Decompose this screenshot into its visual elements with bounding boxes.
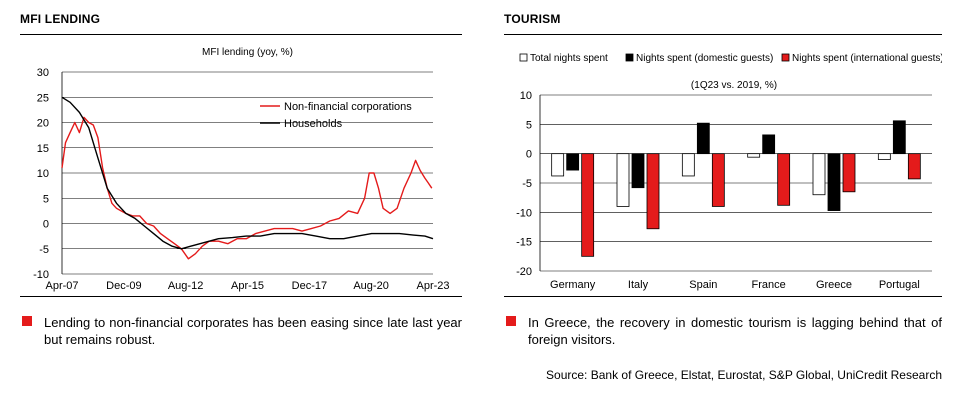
bar-italy-international	[646, 153, 660, 230]
bar-spain-international	[711, 153, 725, 207]
x-tick-label: Germany	[550, 279, 596, 291]
source-note: Source: Bank of Greece, Elstat, Eurostat…	[546, 368, 942, 382]
legend-swatch	[625, 53, 634, 62]
mfi-lending-note-text: Lending to non-financial corporates has …	[44, 315, 462, 347]
mfi-lending-note: Lending to non-financial corporates has …	[22, 314, 462, 354]
left-title-rule	[20, 34, 462, 35]
y-tick-label: -5	[522, 178, 532, 190]
bar-spain-domestic	[696, 122, 710, 155]
right-title-rule	[504, 34, 942, 35]
y-tick-label: -10	[33, 269, 49, 281]
x-tick-label: Dec-17	[292, 280, 327, 292]
households-line	[61, 96, 434, 250]
nfc-line	[61, 116, 433, 260]
bar-france-total	[747, 153, 761, 158]
legend-swatch	[781, 53, 790, 62]
y-tick-label: -5	[39, 244, 49, 256]
y-tick-label: 30	[37, 67, 49, 79]
mfi-lending-chart: MFI lending (yoy, %) -10 -5 0 5 10 15 20 25 30 Apr…	[20, 38, 462, 294]
x-tick-label: Apr-23	[416, 280, 449, 292]
y-tick-label: 10	[520, 90, 532, 102]
legend-label: Nights spent (domestic guests)	[636, 53, 773, 64]
x-tick-label: France	[752, 279, 786, 291]
tourism-note-text: In Greece, the recovery in domestic tour…	[528, 315, 942, 347]
y-tick-label: -10	[516, 207, 532, 219]
bar-germany-international	[581, 153, 595, 257]
x-tick-label: Dec-09	[106, 280, 141, 292]
bar-france-domestic	[762, 134, 776, 155]
legend-swatch	[519, 53, 528, 62]
x-tick-label: Italy	[628, 279, 649, 291]
bar-italy-total	[616, 153, 630, 207]
bar-portugal-total	[877, 153, 891, 160]
x-tick-label: Apr-15	[231, 280, 264, 292]
bar-greece-domestic	[827, 153, 841, 211]
legend-label: Households	[284, 118, 343, 130]
left-bottom-rule	[20, 296, 462, 297]
bar-italy-domestic	[631, 153, 645, 189]
y-tick-label: 20	[37, 118, 49, 130]
bar-portugal-international	[907, 153, 921, 180]
y-tick-label: 15	[37, 143, 49, 155]
tourism-title: TOURISM	[504, 12, 561, 26]
bar-portugal-domestic	[892, 120, 906, 155]
chart-title: (1Q23 vs. 2019, %)	[691, 80, 777, 91]
y-tick-label: -15	[516, 237, 532, 249]
red-square-bullet-icon	[506, 316, 516, 326]
bar-greece-international	[842, 153, 856, 193]
x-tick-label: Apr-07	[45, 280, 78, 292]
legend-label: Nights spent (international guests)	[792, 53, 942, 64]
bar-greece-total	[812, 153, 826, 196]
y-tick-label: -20	[516, 266, 532, 278]
tourism-note: In Greece, the recovery in domestic tour…	[506, 314, 942, 354]
legend-label: Total nights spent	[530, 53, 608, 64]
x-tick-label: Spain	[689, 279, 717, 291]
x-tick-label: Greece	[816, 279, 852, 291]
x-tick-label: Aug-12	[168, 280, 203, 292]
red-square-bullet-icon	[22, 316, 32, 326]
x-tick-label: Aug-20	[353, 280, 388, 292]
chart-title: MFI lending (yoy, %)	[202, 47, 293, 58]
legend-label: Non-financial corporations	[284, 101, 412, 113]
y-tick-label: 5	[526, 119, 532, 131]
y-tick-label: 0	[43, 219, 49, 231]
bar-spain-total	[681, 153, 695, 177]
y-tick-label: 10	[37, 168, 49, 180]
bar-france-international	[777, 153, 791, 206]
bar-germany-domestic	[566, 153, 580, 171]
tourism-chart: Total nights spent Nights spent (domestic…	[504, 38, 944, 294]
x-tick-label: Portugal	[879, 279, 920, 291]
mfi-lending-title: MFI LENDING	[20, 12, 101, 26]
right-bottom-rule	[504, 296, 942, 297]
mfi-lending-svg: MFI lending (yoy, %) -10 -5 0 5 10 15 20 25 30 Apr…	[33, 47, 449, 292]
y-tick-label: 5	[43, 193, 49, 205]
y-tick-label: 25	[37, 92, 49, 104]
tourism-svg: Total nights spent Nights spent (domestic…	[516, 53, 944, 291]
bar-germany-total	[551, 153, 565, 177]
y-tick-label: 0	[526, 149, 532, 161]
